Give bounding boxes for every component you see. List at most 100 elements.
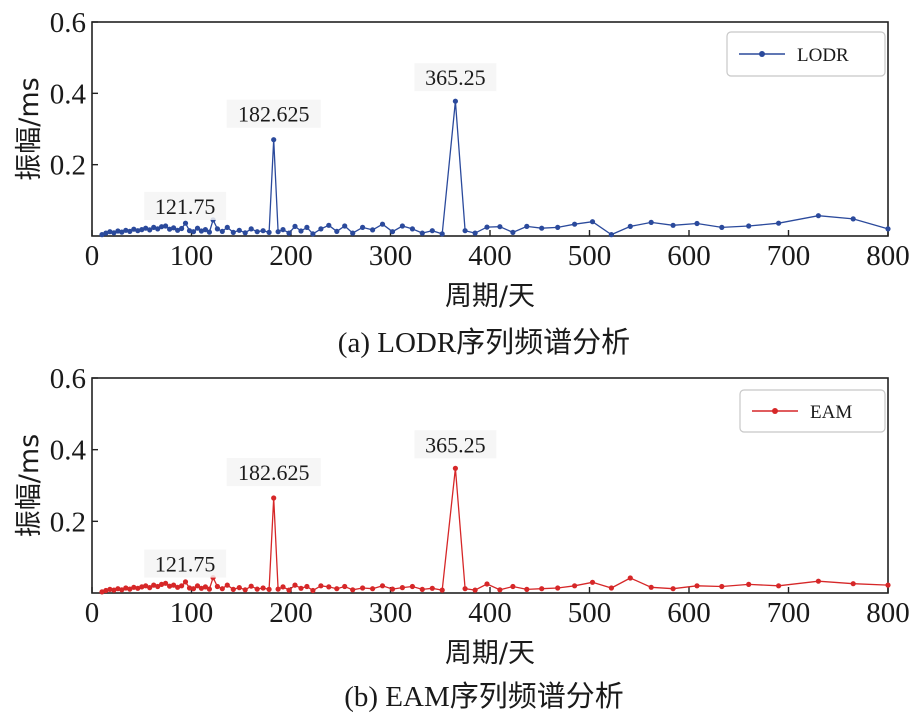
data-point (318, 583, 324, 589)
data-point (399, 223, 405, 229)
data-point (510, 229, 516, 235)
data-point (462, 228, 468, 234)
data-point (334, 228, 340, 234)
data-point (135, 585, 141, 591)
y-tick-label: 0.4 (50, 435, 87, 467)
data-point (99, 232, 105, 238)
data-point (776, 583, 782, 589)
data-point (248, 583, 254, 589)
legend-marker (759, 51, 765, 57)
annotation-box (144, 549, 227, 578)
data-point (746, 581, 752, 588)
legend: EAM (739, 389, 886, 433)
data-point (326, 222, 332, 228)
data-point (350, 230, 356, 236)
data-point (885, 582, 891, 588)
data-point (452, 98, 458, 104)
legend-label: EAM (810, 402, 852, 423)
data-point (115, 586, 121, 592)
x-tick-label: 600 (667, 597, 711, 629)
peak-annotation: 121.75 (155, 552, 216, 577)
data-point (360, 224, 366, 230)
data-point (147, 227, 153, 233)
data-point (182, 220, 189, 226)
data-point (555, 585, 561, 591)
data-point (286, 230, 292, 236)
data-point (266, 586, 272, 593)
data-point (304, 583, 310, 590)
data-point (230, 229, 236, 235)
data-point (175, 584, 181, 590)
data-point (555, 224, 561, 230)
data-point (139, 584, 145, 590)
data-point (746, 223, 752, 229)
data-point (143, 583, 149, 589)
data-point (360, 585, 366, 591)
data-point (224, 582, 230, 588)
data-point (266, 229, 272, 235)
y-axis-label: 振幅/ms (14, 434, 45, 537)
data-point (206, 586, 212, 592)
data-point (143, 225, 149, 231)
data-point (572, 221, 578, 227)
data-point (131, 226, 137, 232)
data-point (151, 224, 157, 230)
data-point (539, 586, 545, 592)
data-point (510, 583, 516, 590)
y-tick-label: 0.4 (50, 78, 87, 110)
data-point (123, 227, 129, 233)
x-tick-label: 700 (767, 597, 811, 629)
data-point (326, 584, 332, 590)
peak-annotation: 121.75 (155, 194, 216, 219)
legend: LODR (726, 31, 886, 77)
data-point (462, 586, 468, 592)
data-point (484, 581, 490, 587)
data-point (370, 227, 376, 233)
data-point (254, 586, 260, 592)
data-point (194, 583, 201, 589)
annotation-box (414, 430, 497, 459)
y-axis-label: 振幅/ms (14, 77, 45, 180)
data-point (286, 587, 292, 593)
x-tick-label: 100 (170, 597, 214, 629)
figure-caption: (b) EAM序列频谱分析 (344, 680, 624, 713)
data-point (275, 229, 281, 235)
data-point (350, 587, 356, 593)
data-point (310, 231, 316, 237)
x-tick-label: 200 (269, 597, 313, 629)
data-point (163, 580, 169, 586)
data-point (202, 584, 208, 590)
data-point (648, 584, 654, 590)
data-point (198, 585, 204, 591)
data-point (99, 589, 105, 595)
data-point (119, 587, 125, 593)
data-point (194, 225, 201, 231)
data-point (342, 583, 348, 590)
data-point (271, 137, 277, 143)
data-point (608, 585, 615, 591)
data-point (147, 585, 153, 591)
data-point (776, 220, 782, 226)
data-point (159, 581, 165, 588)
data-point (589, 219, 596, 225)
x-tick-label: 800 (866, 597, 910, 629)
data-point (670, 586, 676, 592)
data-point (379, 583, 386, 589)
data-point (242, 230, 248, 236)
x-tick-label: 0 (85, 240, 100, 272)
peak-annotation: 182.625 (238, 102, 310, 127)
y-tick-label: 0.6 (50, 7, 86, 39)
x-tick-label: 700 (767, 240, 811, 272)
data-point (107, 229, 113, 235)
data-point (175, 227, 181, 233)
data-point (202, 227, 208, 233)
data-point (472, 587, 478, 593)
data-point (179, 225, 185, 232)
y-tick-label: 0.6 (50, 363, 86, 395)
data-point (497, 587, 503, 593)
data-point (103, 230, 109, 236)
x-tick-label: 200 (269, 240, 313, 272)
data-point (292, 582, 298, 588)
x-tick-label: 600 (667, 240, 711, 272)
data-point (159, 224, 165, 230)
